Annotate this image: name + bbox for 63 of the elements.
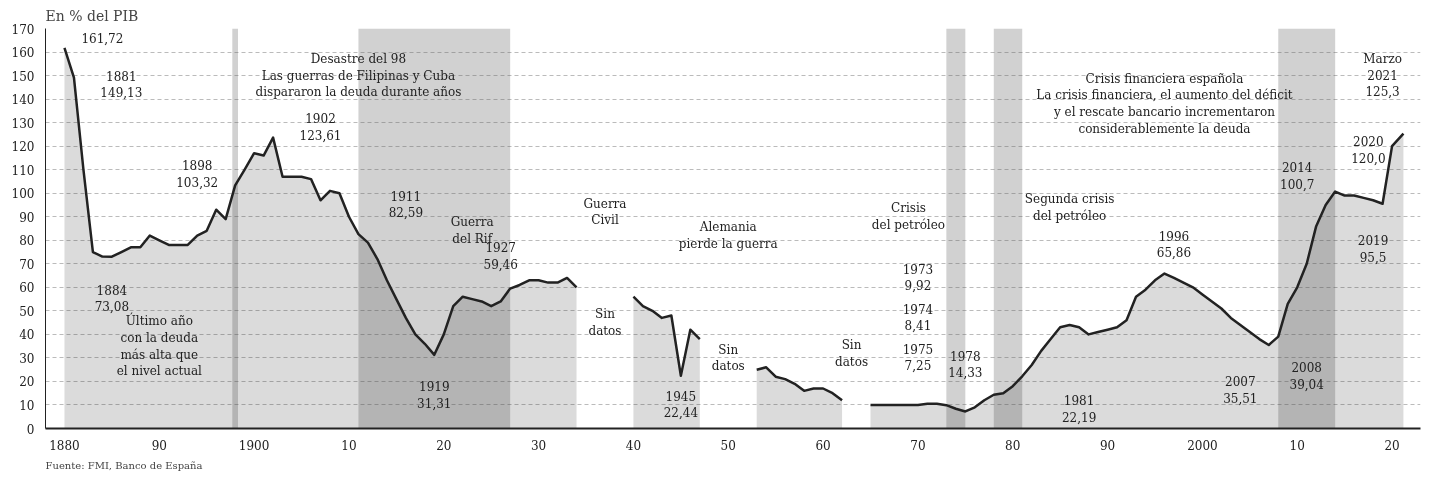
x-tick-label: 10 bbox=[1289, 438, 1305, 453]
y-tick-label: 60 bbox=[19, 281, 35, 296]
x-tick-label: 1900 bbox=[238, 438, 270, 453]
annotation: Sin datos bbox=[588, 307, 622, 339]
x-tick-label: 20 bbox=[1384, 438, 1400, 453]
x-tick-label: 1880 bbox=[49, 438, 80, 453]
annotation: 1902 123,61 bbox=[299, 111, 342, 143]
y-tick-label: 110 bbox=[11, 163, 35, 178]
y-tick-label: 150 bbox=[11, 69, 35, 84]
annotation: Desastre del 98 Las guerras de Filipinas y Cuba dispararon la deuda durante años bbox=[255, 51, 462, 100]
y-tick-label: 90 bbox=[19, 210, 35, 225]
annotation: 2014 100,7 bbox=[1280, 161, 1315, 193]
annotation: 2020 120,0 bbox=[1351, 135, 1386, 167]
annotation: 1974 8,41 bbox=[902, 302, 934, 334]
annotation: Sin datos bbox=[711, 342, 745, 374]
y-tick-label: 40 bbox=[19, 328, 35, 343]
y-tick-label: 70 bbox=[19, 257, 35, 272]
x-tick-label: 10 bbox=[341, 438, 357, 453]
y-tick-label: 80 bbox=[19, 234, 35, 249]
x-tick-label: 60 bbox=[815, 438, 831, 453]
annotation: Marzo 2021 125,3 bbox=[1363, 51, 1402, 100]
annotation: 1996 65,86 bbox=[1156, 229, 1192, 261]
x-tick-label: 50 bbox=[720, 438, 736, 453]
annotation: 1919 31,31 bbox=[417, 380, 452, 411]
annotation: Crisis financiera española La crisis financiera, el aumento del déficit y el rescate bancario incrementaron considerablemente la deuda bbox=[1036, 71, 1293, 136]
annotation: 1898 103,32 bbox=[176, 158, 219, 190]
y-tick-label: 30 bbox=[19, 351, 35, 366]
annotation: 161,72 bbox=[81, 31, 124, 46]
x-tick-label: 90 bbox=[151, 438, 167, 453]
annotation: 1945 22,44 bbox=[663, 389, 699, 421]
source-note: Fuente: FMI, Banco de España bbox=[45, 459, 203, 471]
annotation: 2007 35,51 bbox=[1223, 375, 1258, 407]
y-tick-label: 0 bbox=[26, 422, 35, 437]
y-tick-label: 170 bbox=[11, 22, 35, 37]
y-tick-label: 140 bbox=[11, 93, 35, 108]
y-tick-label: 20 bbox=[19, 375, 35, 390]
annotation: Alemania pierde la guerra bbox=[678, 220, 778, 251]
annotation: 2008 39,04 bbox=[1289, 361, 1325, 393]
y-axis-title: En % del PIB bbox=[45, 7, 139, 24]
y-tick-label: 50 bbox=[19, 304, 35, 319]
x-tick-label: 2000 bbox=[1187, 438, 1218, 453]
annotation: 1881 149,13 bbox=[100, 69, 143, 101]
y-tick-label: 120 bbox=[11, 140, 35, 155]
x-tick-label: 90 bbox=[1099, 438, 1116, 453]
annotation: Segunda crisis del petróleo bbox=[1024, 191, 1115, 223]
y-tick-label: 160 bbox=[11, 46, 35, 61]
x-tick-label: 70 bbox=[910, 438, 926, 453]
annotation: 1973 9,92 bbox=[902, 262, 934, 294]
annotation: Crisis del petróleo bbox=[871, 201, 946, 233]
annotation: 1911 82,59 bbox=[388, 189, 424, 221]
annotation: 2019 95,5 bbox=[1357, 234, 1389, 266]
annotation: 1978 14,33 bbox=[948, 349, 983, 381]
annotation: 1981 22,19 bbox=[1061, 394, 1097, 426]
annotation: 1975 7,25 bbox=[902, 342, 934, 374]
x-tick-label: 30 bbox=[530, 438, 547, 453]
annotation: Guerra Civil bbox=[583, 196, 627, 228]
x-tick-label: 20 bbox=[436, 438, 452, 453]
y-tick-label: 10 bbox=[19, 398, 35, 413]
x-tick-label: 80 bbox=[1005, 438, 1021, 453]
annotation: Sin datos bbox=[835, 337, 869, 369]
y-tick-label: 130 bbox=[11, 116, 35, 131]
y-tick-label: 100 bbox=[11, 187, 35, 202]
x-tick-label: 40 bbox=[625, 438, 642, 453]
